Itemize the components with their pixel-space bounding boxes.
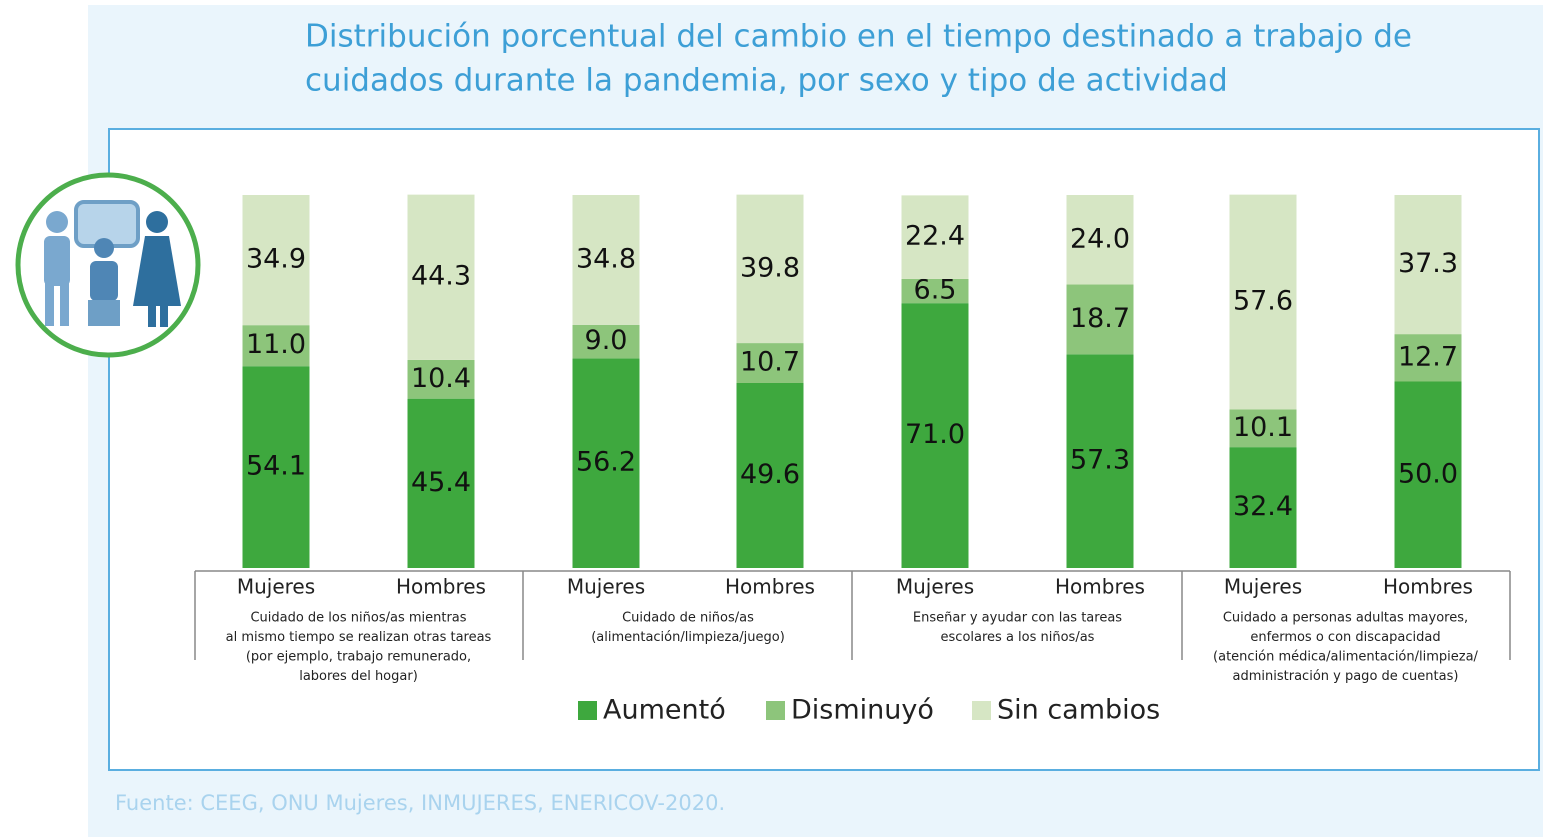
- data-label: 11.0: [246, 329, 306, 360]
- group-label: al mismo tiempo se realizan otras tareas: [226, 630, 492, 645]
- legend-label: Disminuyó: [791, 695, 934, 726]
- data-label: 34.8: [576, 243, 636, 274]
- bar-segment: [1394, 381, 1462, 568]
- icon: [15, 172, 201, 358]
- data-label: 71.0: [905, 419, 965, 450]
- plot-box: [108, 128, 1540, 771]
- group-label: escolares a los niños/as: [941, 630, 1095, 645]
- data-label: 24.0: [1070, 223, 1130, 254]
- x-tick-label: Mujeres: [896, 575, 974, 599]
- bar-segment: [242, 325, 310, 367]
- bar-segment: [407, 359, 475, 399]
- data-label: 10.7: [740, 347, 800, 378]
- bar-segment: [1229, 194, 1297, 410]
- data-label: 54.1: [246, 451, 306, 482]
- group-label: Cuidado a personas adultas mayores,: [1223, 611, 1468, 626]
- bar-segment: [572, 324, 640, 359]
- bar-segment: [901, 303, 969, 568]
- group-label: Cuidado de niños/as: [622, 611, 754, 626]
- data-label: 39.8: [740, 252, 800, 283]
- data-label: 9.0: [585, 325, 628, 356]
- group-label: enfermos o con discapacidad: [1250, 630, 1440, 645]
- bar-segment: [1066, 195, 1134, 285]
- data-label: 57.3: [1070, 445, 1130, 476]
- legend-swatch: [972, 701, 991, 720]
- bar-segment: [407, 194, 475, 360]
- data-label: 57.6: [1233, 286, 1293, 317]
- chart-title: cuidados durante la pandemia, por sexo y…: [305, 63, 1228, 99]
- bar-segment: [1229, 447, 1297, 568]
- data-label: 37.3: [1398, 248, 1458, 279]
- group-label: (alimentación/limpieza/juego): [591, 630, 785, 645]
- group-label: administración y pago de cuentas): [1233, 669, 1459, 684]
- data-label: 6.5: [914, 275, 957, 306]
- data-label: 44.3: [411, 261, 471, 292]
- legend-swatch: [578, 701, 597, 720]
- x-tick-label: Hombres: [725, 575, 815, 599]
- group-label: (por ejemplo, trabajo remunerado,: [246, 650, 471, 665]
- legend-label: Aumentó: [603, 695, 726, 726]
- data-label: 49.6: [740, 459, 800, 490]
- source: Fuente: CEEG, ONU Mujeres, INMUJERES, EN…: [115, 791, 725, 815]
- bar-segment: [1394, 334, 1462, 382]
- bar-segment: [1394, 195, 1462, 335]
- x-tick-label: Mujeres: [1224, 575, 1302, 599]
- bar-segment: [736, 343, 804, 383]
- bar-segment: [1229, 409, 1297, 448]
- data-label: 45.4: [411, 467, 471, 498]
- group-label: Enseñar y ayudar con las tareas: [913, 611, 1122, 626]
- bar-segment: [1066, 354, 1134, 568]
- x-tick-label: Hombres: [396, 575, 486, 599]
- data-label: 18.7: [1070, 303, 1130, 334]
- data-label: 12.7: [1398, 341, 1458, 372]
- chart-title: Distribución porcentual del cambio en el…: [305, 19, 1412, 55]
- bar-segment: [901, 278, 969, 304]
- group-label: Cuidado de los niños/as mientras: [250, 611, 466, 626]
- bar-segment: [901, 195, 969, 279]
- bar-segment: [1066, 284, 1134, 355]
- legend-swatch: [766, 701, 785, 720]
- data-label: 32.4: [1233, 491, 1293, 522]
- data-label: 56.2: [576, 447, 636, 478]
- x-tick-label: Mujeres: [237, 575, 315, 599]
- data-label: 34.9: [246, 244, 306, 275]
- data-label: 50.0: [1398, 458, 1458, 489]
- legend-label: Sin cambios: [997, 695, 1160, 726]
- bar-segment: [736, 382, 804, 568]
- bar-segment: [736, 194, 804, 344]
- bar-segment: [242, 366, 310, 568]
- data-label: 10.1: [1233, 412, 1293, 443]
- bar-segment: [572, 358, 640, 568]
- bar-segment: [242, 195, 310, 326]
- data-label: 22.4: [905, 221, 965, 252]
- data-label: 10.4: [411, 363, 471, 394]
- x-tick-label: Hombres: [1055, 575, 1145, 599]
- group-label: (atención médica/alimentación/limpieza/: [1213, 650, 1479, 665]
- x-tick-label: Mujeres: [567, 575, 645, 599]
- axis-frame: [194, 570, 1511, 660]
- bar-segment: [407, 398, 475, 568]
- x-tick-label: Hombres: [1383, 575, 1473, 599]
- group-label: labores del hogar): [299, 669, 418, 684]
- bar-segment: [572, 195, 640, 325]
